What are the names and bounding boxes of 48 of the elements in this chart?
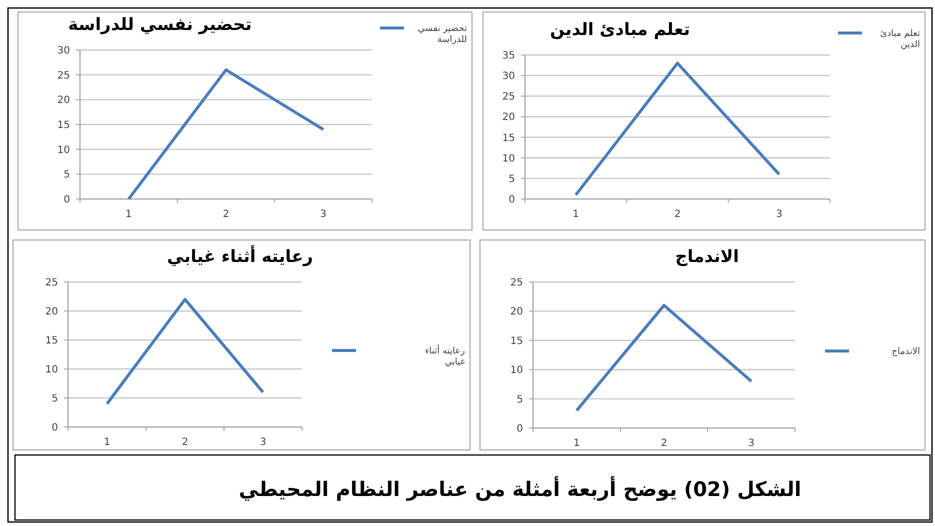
x-tick-label: 1 xyxy=(104,437,110,448)
y-tick-label: 20 xyxy=(45,306,58,318)
chart-title: تحضير نفسي للدراسة xyxy=(68,15,252,35)
chart-title: رعايته أثناء غيابي xyxy=(167,245,313,267)
x-tick-label: 3 xyxy=(260,437,266,448)
y-tick-label: 25 xyxy=(502,92,515,103)
x-tick-label: 3 xyxy=(320,209,327,220)
y-tick-label: 15 xyxy=(502,132,515,144)
y-tick-label: 5 xyxy=(508,174,515,185)
y-tick-label: 5 xyxy=(516,394,523,406)
y-tick-label: 30 xyxy=(502,71,515,82)
y-tick-label: 25 xyxy=(510,278,523,288)
y-tick-label: 25 xyxy=(57,70,70,82)
y-tick-label: 5 xyxy=(52,394,58,404)
x-tick-label: 2 xyxy=(182,437,188,448)
text: الشكل (02) يوضح أربعة أمثلة من عناصر النظام المحيطي xyxy=(238,476,802,501)
y-tick-label: 25 xyxy=(45,278,58,288)
x-tick-label: 2 xyxy=(674,209,681,220)
x-tick-label: 3 xyxy=(748,438,755,449)
y-tick-label: 0 xyxy=(64,194,70,206)
y-tick-label: 5 xyxy=(64,170,70,181)
text: رعايته أثناء غيابي xyxy=(424,344,466,368)
y-tick-label: 35 xyxy=(502,50,515,62)
x-tick-label: 2 xyxy=(660,438,668,449)
x-tick-label: 1 xyxy=(572,209,580,220)
x-tick-label: 1 xyxy=(125,209,132,220)
y-tick-label: 10 xyxy=(45,364,58,376)
x-tick-label: 1 xyxy=(573,438,580,449)
y-tick-label: 0 xyxy=(516,424,523,434)
legend-label: تحضير نفسي للدراسة xyxy=(418,24,468,45)
y-tick-label: 20 xyxy=(502,112,515,124)
x-tick-label: 3 xyxy=(776,209,782,220)
y-tick-label: 15 xyxy=(45,336,58,346)
y-tick-label: 10 xyxy=(510,365,523,376)
y-tick-label: 20 xyxy=(57,95,70,106)
y-tick-label: 10 xyxy=(502,153,515,164)
chart-title: الاندماج xyxy=(675,247,739,267)
y-tick-label: 0 xyxy=(508,194,515,206)
legend-label: تعلم مبادئ الدين xyxy=(880,29,920,50)
y-tick-label: 30 xyxy=(57,46,70,56)
y-tick-label: 15 xyxy=(510,336,523,347)
chart-title: تعلم مبادئ الدين xyxy=(550,20,690,40)
x-tick-label: 2 xyxy=(222,209,230,220)
y-tick-label: 15 xyxy=(57,120,70,131)
text: الاندماج xyxy=(892,347,920,357)
y-tick-label: 0 xyxy=(52,422,58,434)
y-tick-label: 10 xyxy=(57,144,70,156)
y-tick-label: 20 xyxy=(510,306,523,318)
